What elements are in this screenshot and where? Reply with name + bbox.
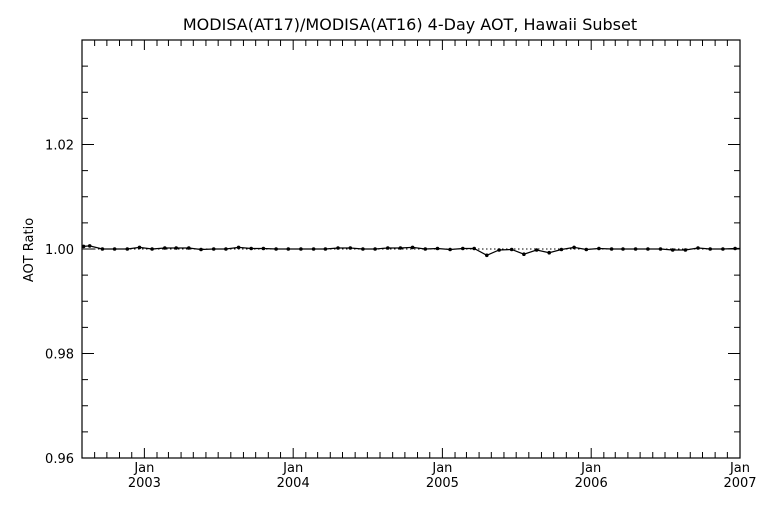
data-point xyxy=(721,247,725,251)
data-point xyxy=(199,247,203,252)
data-point xyxy=(646,247,650,251)
data-point xyxy=(211,247,216,251)
x-tick-month-label: Jan xyxy=(431,461,452,476)
data-point xyxy=(274,247,278,251)
data-point xyxy=(336,246,340,250)
data-point xyxy=(249,246,253,251)
data-point xyxy=(87,244,92,248)
y-tick-label: 0.98 xyxy=(45,348,74,363)
data-point xyxy=(597,246,601,251)
data-point xyxy=(485,253,489,258)
data-point xyxy=(187,246,191,250)
data-point xyxy=(670,248,675,252)
data-point xyxy=(609,247,614,251)
data-point xyxy=(472,246,477,251)
data-point xyxy=(423,247,428,251)
data-point xyxy=(81,244,86,249)
chart-title: MODISA(AT17)/MODISA(AT16) 4-Day AOT, Haw… xyxy=(183,15,637,34)
y-axis: 0.96 0.98 1.00 1.02 xyxy=(45,39,740,467)
x-tick-year-label: 2007 xyxy=(723,476,756,491)
y-tick-label: 0.96 xyxy=(45,452,74,467)
y-tick-label: 1.02 xyxy=(45,139,74,154)
data-point xyxy=(559,247,564,252)
data-point xyxy=(311,247,316,251)
data-point xyxy=(658,247,663,251)
data-point xyxy=(633,247,638,251)
data-point xyxy=(163,246,167,250)
data-point xyxy=(137,245,142,250)
x-tick-year-label: 2004 xyxy=(277,476,310,491)
data-point xyxy=(174,246,178,250)
data-point xyxy=(448,247,452,252)
data-point xyxy=(348,246,353,250)
data-point xyxy=(435,246,440,251)
data-point xyxy=(683,248,688,252)
data-point xyxy=(261,246,266,251)
data-point xyxy=(386,246,390,250)
data-point xyxy=(112,247,117,251)
data-point xyxy=(361,247,365,251)
data-point xyxy=(509,247,514,252)
x-tick-year-label: 2006 xyxy=(575,476,608,491)
data-point xyxy=(708,247,712,251)
data-point xyxy=(398,246,403,250)
data-point xyxy=(236,245,241,250)
x-tick-year-label: 2005 xyxy=(426,476,459,491)
data-point xyxy=(323,247,328,251)
data-point xyxy=(534,248,539,252)
data-point xyxy=(286,247,291,251)
data-point xyxy=(584,247,589,252)
data-point xyxy=(522,252,526,256)
data-point xyxy=(224,247,228,251)
data-point xyxy=(621,247,625,251)
x-tick-year-label: 2003 xyxy=(128,476,161,491)
data-point xyxy=(461,246,465,251)
x-tick-month-label: Jan xyxy=(580,461,601,476)
data-point xyxy=(100,247,105,251)
data-point xyxy=(696,246,700,250)
y-tick-label: 1.00 xyxy=(45,243,74,258)
data-point xyxy=(410,245,415,250)
data-point xyxy=(547,250,551,255)
series-line xyxy=(82,245,740,256)
data-point xyxy=(299,247,303,251)
series-layer xyxy=(81,244,740,258)
x-tick-month-label: Jan xyxy=(282,461,303,476)
data-point xyxy=(373,247,377,251)
y-axis-label: AOT Ratio xyxy=(22,218,37,282)
data-point xyxy=(572,245,576,250)
data-point xyxy=(125,247,130,251)
data-point xyxy=(150,247,154,251)
x-tick-month-label: Jan xyxy=(729,461,750,476)
data-point xyxy=(497,248,501,252)
x-tick-month-label: Jan xyxy=(133,461,154,476)
